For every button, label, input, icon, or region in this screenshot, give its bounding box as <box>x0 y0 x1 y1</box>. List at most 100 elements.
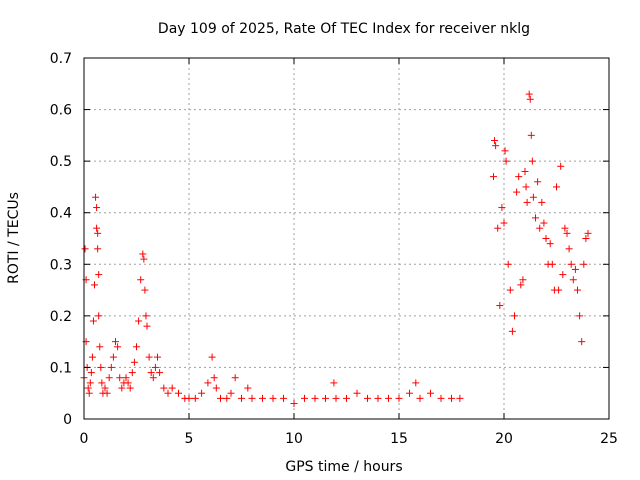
data-point <box>522 183 530 191</box>
x-axis-title: GPS time / hours <box>285 459 402 475</box>
data-point <box>137 276 145 284</box>
data-point <box>142 312 150 320</box>
data-point <box>437 394 445 402</box>
data-point <box>118 384 126 392</box>
data-point <box>210 374 218 382</box>
data-point <box>538 198 546 206</box>
y-tick-label: 0.2 <box>50 309 72 325</box>
data-point <box>223 394 231 402</box>
data-point <box>93 204 101 212</box>
data-point <box>536 224 544 232</box>
data-point <box>198 389 206 397</box>
data-point <box>500 219 508 227</box>
data-point <box>105 374 113 382</box>
data-point <box>156 369 164 377</box>
data-point <box>546 240 554 248</box>
data-point <box>92 193 100 201</box>
y-tick-label: 0.7 <box>50 51 72 67</box>
data-point <box>385 394 392 402</box>
data-point <box>527 131 535 139</box>
data-point <box>208 353 216 361</box>
data-point <box>501 147 509 155</box>
data-point <box>112 338 119 346</box>
data-point <box>584 229 592 237</box>
data-point <box>569 276 577 284</box>
data-point <box>133 343 140 351</box>
data-point <box>116 374 124 382</box>
data-point <box>238 394 245 402</box>
data-point <box>515 173 523 181</box>
data-point <box>143 322 151 330</box>
data-point <box>412 379 420 387</box>
data-point <box>448 394 455 402</box>
data-point <box>582 235 590 242</box>
x-tick-label: 20 <box>495 431 513 447</box>
data-point <box>95 312 103 320</box>
data-point <box>332 394 340 402</box>
data-point <box>529 193 537 201</box>
data-point <box>576 312 584 320</box>
data-point <box>154 353 161 361</box>
x-tick-label: 15 <box>390 431 408 447</box>
data-point <box>565 245 573 253</box>
data-point <box>563 229 571 237</box>
data-point <box>416 394 424 402</box>
data-point <box>311 394 319 402</box>
data-point <box>139 250 147 258</box>
data-point <box>580 260 588 268</box>
data-point <box>525 90 533 98</box>
x-tick-label: 25 <box>600 431 618 447</box>
data-point <box>141 286 149 294</box>
data-point <box>259 394 266 402</box>
x-tick-label: 5 <box>185 431 194 447</box>
data-point <box>151 363 159 371</box>
data-point <box>175 389 182 397</box>
data-point <box>103 389 111 397</box>
data-point <box>528 157 536 165</box>
data-point <box>519 276 527 284</box>
data-point <box>557 162 565 170</box>
data-point <box>290 400 298 408</box>
data-point <box>548 260 556 268</box>
data-point <box>506 286 514 294</box>
data-point <box>492 142 500 150</box>
data-point <box>513 188 521 196</box>
data-point <box>427 389 434 397</box>
data-point <box>107 363 115 371</box>
data-point <box>145 353 153 361</box>
y-tick-label: 0.5 <box>50 154 72 170</box>
data-point <box>191 394 199 402</box>
data-point <box>217 394 224 402</box>
data-point <box>511 312 518 320</box>
data-point <box>526 95 534 103</box>
data-point <box>456 394 464 402</box>
y-tick-label: 0.4 <box>50 206 72 222</box>
data-point <box>532 214 539 222</box>
data-point <box>160 384 168 392</box>
data-point <box>89 317 97 325</box>
data-point <box>124 379 132 387</box>
data-point <box>84 384 92 392</box>
grid-lines <box>84 58 609 419</box>
data-point <box>101 384 109 392</box>
data-point <box>128 369 136 377</box>
data-point <box>508 327 516 335</box>
data-point <box>168 384 176 392</box>
data-point <box>374 394 382 402</box>
data-point <box>135 317 143 325</box>
data-point <box>185 394 193 402</box>
data-point <box>204 379 212 387</box>
data-point <box>86 379 94 387</box>
data-point <box>502 157 510 165</box>
data-point <box>343 394 350 402</box>
y-tick-label: 0.3 <box>50 257 72 273</box>
plot-frame <box>83 57 610 420</box>
data-point <box>244 384 252 392</box>
data-point <box>122 374 130 382</box>
axis-ticks <box>83 57 610 420</box>
chart-title: Day 109 of 2025, Rate Of TEC Index for r… <box>158 21 530 37</box>
tick-labels: 0 5 10 15 20 25 0 0.1 0.2 0.3 0.4 0.5 0.6 0.7 <box>50 51 618 447</box>
data-point <box>87 369 95 377</box>
